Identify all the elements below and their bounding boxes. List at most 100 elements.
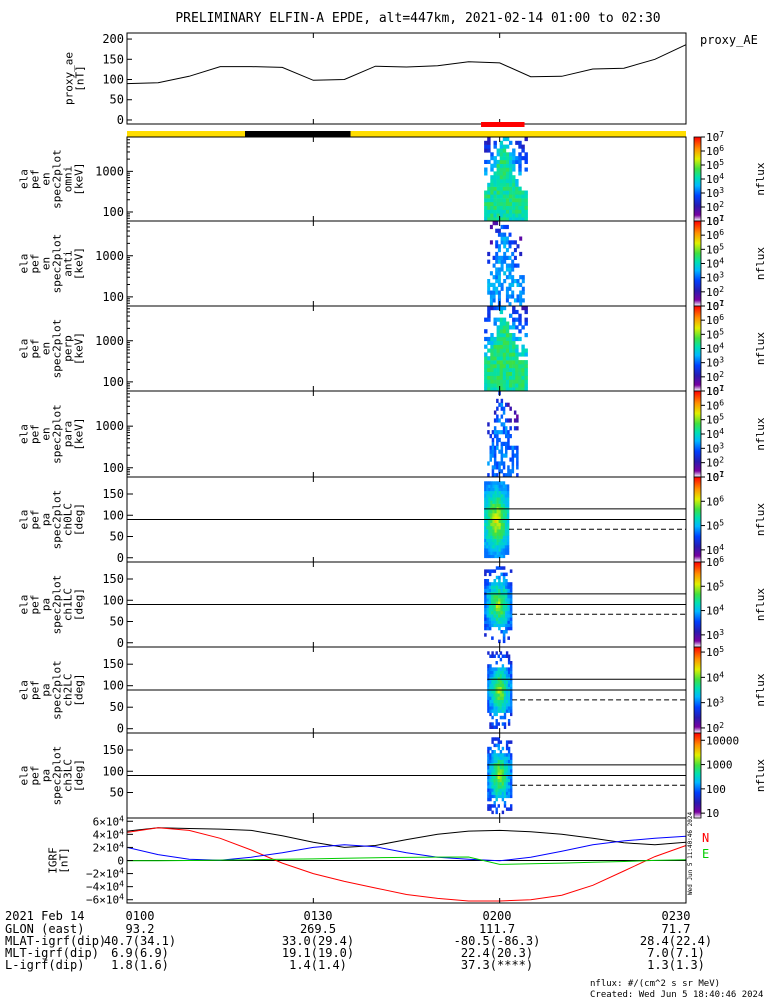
- pa-spectrogram-cell: [493, 683, 496, 687]
- spectrogram-cell: [502, 375, 507, 380]
- pa-spectrogram-cell: [500, 614, 503, 618]
- pa-spectrogram-cell: [500, 630, 503, 634]
- pa-spectrogram-cell: [498, 626, 501, 631]
- pa-spectrogram-cell: [495, 696, 498, 700]
- pa-spectrogram-cell: [498, 503, 501, 508]
- spectrogram-cell: [502, 406, 506, 411]
- pa-spectrogram-cell: [491, 804, 494, 808]
- energy-panel-ylabel: ela: [18, 169, 31, 189]
- pa-spectrogram-cell: [489, 753, 492, 757]
- pa-spectrogram-cell: [507, 654, 511, 658]
- spectrogram-cell: [502, 344, 507, 349]
- pa-spectrogram-cell: [494, 516, 497, 520]
- orbit-value: 22.4(20.3): [461, 946, 533, 960]
- spectrogram-cell: [490, 198, 494, 203]
- spectrogram-cell: [515, 217, 519, 222]
- spectrogram-cell: [493, 383, 497, 388]
- pa-spectrogram-cell: [493, 620, 497, 624]
- pa-spectrogram-cell: [499, 657, 503, 662]
- pa-spectrogram-cell: [487, 702, 490, 707]
- pa-spectrogram-cell: [507, 788, 511, 792]
- pa-spectrogram-cell: [509, 598, 513, 602]
- pa-spectrogram-cell: [490, 487, 493, 492]
- pa-spectrogram-cell: [491, 690, 494, 694]
- pa-spectrogram-cell: [505, 610, 508, 615]
- pa-spectrogram-cell: [507, 740, 511, 744]
- pa-spectrogram-cell: [503, 794, 507, 799]
- pa-spectrogram-cell: [505, 601, 508, 605]
- pa-spectrogram-cell: [507, 785, 511, 789]
- spectrogram-cell: [487, 217, 491, 222]
- pa-spectrogram-cell: [510, 759, 513, 764]
- pa-spectrogram-cell: [501, 686, 505, 691]
- pa-panel-ylabel: [deg]: [73, 673, 86, 706]
- pa-spectrogram-cell: [492, 548, 495, 552]
- pa-spectrogram-cell: [493, 604, 497, 608]
- spectrogram-cell: [518, 321, 522, 326]
- spectrogram-cell: [524, 205, 528, 210]
- pa-spectrogram-cell: [488, 494, 491, 498]
- pa-spectrogram-cell: [507, 680, 511, 684]
- spectrogram-cell: [496, 414, 499, 419]
- pa-spectrogram-cell: [502, 579, 506, 583]
- spectrogram-cell: [499, 217, 504, 222]
- spectrogram-cell: [507, 437, 510, 443]
- spectrogram-cell: [496, 344, 500, 349]
- spectrogram-cell: [511, 445, 515, 450]
- spectrogram-cell: [509, 469, 512, 474]
- spectrogram-cell: [521, 213, 525, 218]
- pa-spectrogram-cell: [500, 494, 504, 498]
- pa-spectrogram-cell: [510, 778, 513, 783]
- pa-spectrogram-cell: [495, 765, 498, 770]
- pa-spectrogram-cell: [491, 810, 494, 815]
- spectrogram-cell: [502, 190, 507, 195]
- spectrogram-cell: [502, 333, 507, 338]
- spectrogram-cell: [487, 387, 491, 392]
- pa-spectrogram-cell: [505, 765, 509, 770]
- pa-spectrogram-cell: [487, 775, 490, 779]
- spectrogram-cell: [499, 379, 504, 384]
- spectrogram-cell: [490, 194, 494, 199]
- pa-spectrogram-cell: [507, 686, 511, 691]
- pa-spectrogram-cell: [484, 588, 487, 593]
- spectrogram-cell: [512, 344, 516, 349]
- spectrogram-cell: [493, 140, 497, 145]
- spectrogram-cell: [490, 182, 494, 187]
- colorbar-tick-label: 107: [706, 470, 724, 484]
- pa-spectrogram-cell: [496, 545, 499, 549]
- spectrogram-cell: [484, 379, 488, 384]
- pa-spectrogram-cell: [490, 551, 493, 555]
- colorbar-tick-label: 103: [706, 356, 724, 370]
- pa-spectrogram-cell: [494, 554, 497, 559]
- pa-spectrogram-cell: [484, 509, 487, 514]
- footer-units: nflux: #/(cm^2 s sr MeV): [590, 979, 720, 989]
- pa-spectrogram-cell: [498, 582, 501, 586]
- spectrogram-cell: [502, 364, 507, 369]
- pa-spectrogram-cell: [489, 712, 492, 717]
- spectrogram-cell: [515, 375, 519, 380]
- spectrogram-cell: [515, 201, 519, 206]
- igrf-ylabel: IGRF: [47, 847, 60, 874]
- spectrogram-cell: [516, 453, 519, 458]
- pa-spectrogram-cell: [506, 509, 510, 514]
- pa-spectrogram-cell: [495, 575, 499, 580]
- pa-spectrogram-cell: [497, 756, 500, 760]
- pa-spectrogram-cell: [502, 538, 506, 543]
- pa-spectrogram-cell: [486, 541, 489, 546]
- pa-spectrogram-cell: [507, 585, 510, 589]
- pa-spectrogram-cell: [496, 525, 499, 530]
- spectrogram-cell: [497, 255, 501, 260]
- pa-spectrogram-cell: [486, 494, 489, 498]
- spectrogram-cell: [518, 163, 522, 168]
- spectrogram-cell: [505, 418, 508, 423]
- pa-spectrogram-cell: [509, 620, 513, 624]
- pa-spectrogram-cell: [501, 756, 505, 760]
- spectrogram-cell: [521, 190, 525, 195]
- pa-spectrogram-cell: [496, 497, 499, 501]
- colorbar: [693, 732, 702, 819]
- spectrogram-cell: [490, 383, 494, 388]
- pa-spectrogram-cell: [486, 585, 490, 589]
- colorbar-tick-label: 106: [706, 398, 724, 412]
- spectrogram-cell: [487, 309, 491, 315]
- pa-spectrogram-cell: [499, 740, 503, 744]
